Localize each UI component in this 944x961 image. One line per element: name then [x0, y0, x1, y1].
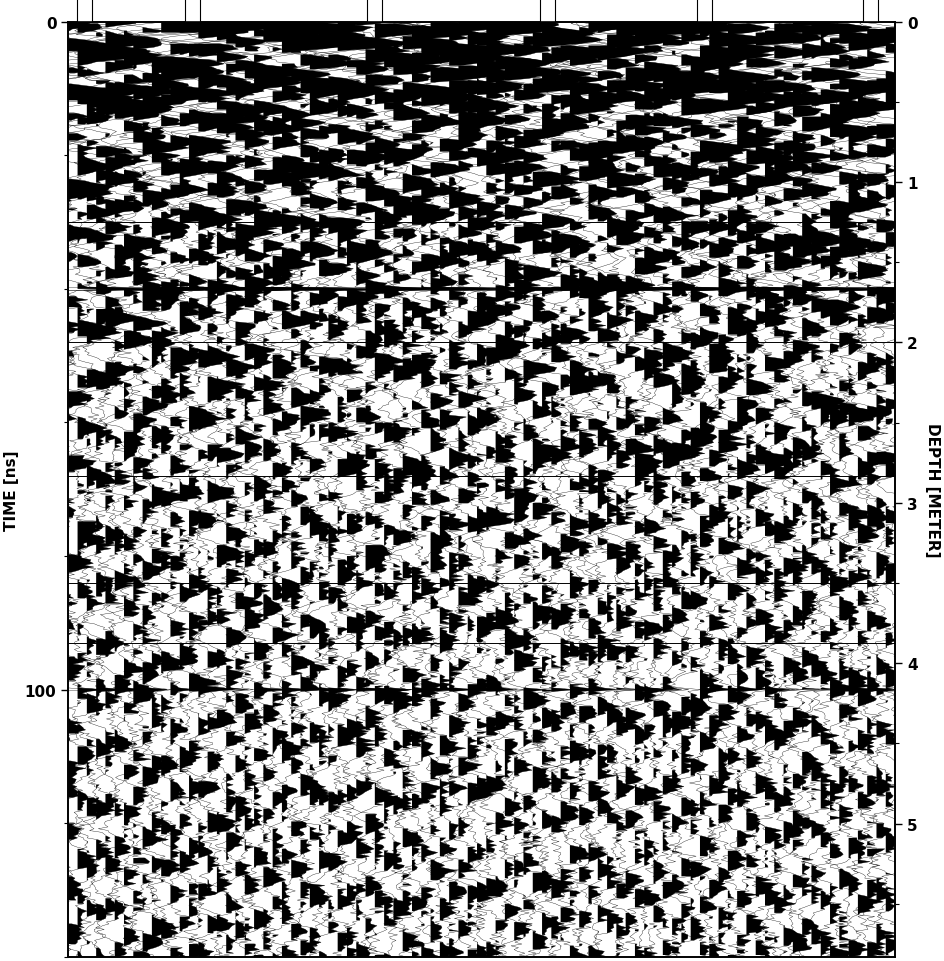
Bar: [540, 0, 555, 23]
Bar: [863, 0, 878, 23]
Bar: [77, 0, 93, 23]
Bar: [367, 0, 381, 23]
Bar: [185, 0, 200, 23]
Y-axis label: DEPTH [METER]: DEPTH [METER]: [925, 423, 940, 557]
Y-axis label: TIME [ns]: TIME [ns]: [4, 450, 19, 530]
Bar: [698, 0, 713, 23]
